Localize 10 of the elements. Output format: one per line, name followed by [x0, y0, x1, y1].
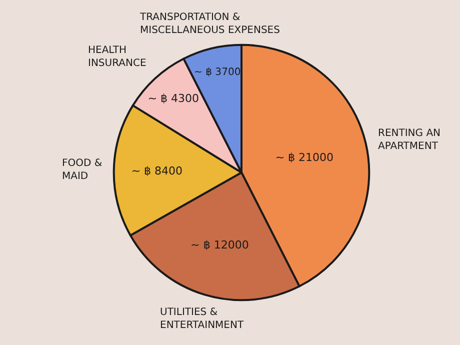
data-label: ~ ฿ 21000 [275, 150, 334, 164]
slice-label: HEALTH INSURANCE [88, 45, 146, 69]
slice-label: UTILITIES & ENTERTAINMENT [160, 307, 244, 331]
data-label: ~ ฿ 4300 [148, 92, 200, 106]
slice-label: FOOD & MAID [62, 158, 102, 182]
data-label: ~ ฿ 12000 [190, 238, 249, 252]
data-label: ~ ฿ 3700 [194, 67, 241, 78]
data-label: ~ ฿ 8400 [131, 164, 183, 178]
slice-label: RENTING AN APARTMENT [378, 128, 441, 152]
slice-label: TRANSPORTATION & MISCELLANEOUS EXPENSES [139, 12, 280, 36]
